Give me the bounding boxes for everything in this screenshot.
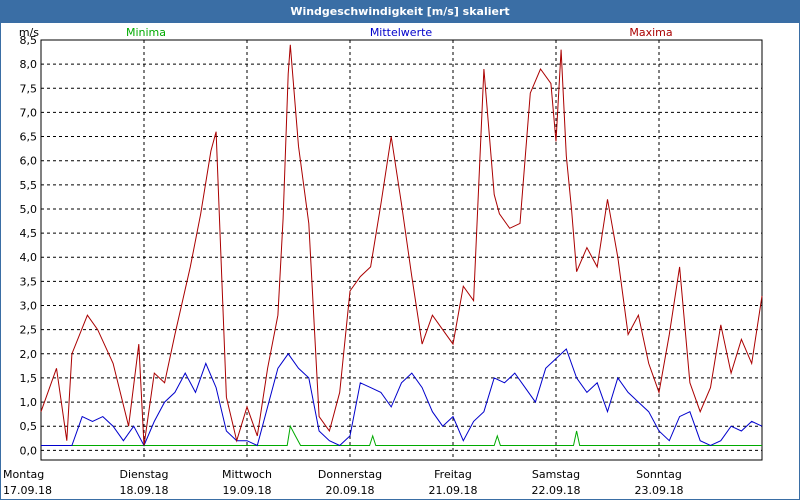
x-tick-day: Sonntag [636, 468, 682, 481]
x-tick-day: Samstag [532, 468, 580, 481]
y-tick-label: 4,0 [20, 251, 38, 264]
y-tick-label: 6,0 [20, 155, 38, 168]
x-tick-date: 23.09.18 [635, 484, 684, 497]
x-tick-date: 22.09.18 [532, 484, 581, 497]
y-tick-label: 5,5 [20, 179, 38, 192]
chart-title: Windgeschwindigkeit [m/s] skaliert [1, 1, 799, 23]
plot-area [40, 39, 763, 461]
y-tick-label: 4,5 [20, 227, 38, 240]
y-tick-label: 0,5 [20, 420, 38, 433]
x-tick-date: 17.09.18 [3, 484, 52, 497]
y-tick-label: 5,0 [20, 203, 38, 216]
x-tick-date: 20.09.18 [326, 484, 375, 497]
x-tick-date: 21.09.18 [429, 484, 478, 497]
x-tick-day: Dienstag [119, 468, 168, 481]
y-tick-label: 2,5 [20, 324, 38, 337]
y-tick-label: 3,5 [20, 275, 38, 288]
legend-maxima: Maxima [629, 26, 672, 39]
y-tick-label: 3,0 [20, 300, 38, 313]
x-tick-date: 18.09.18 [120, 484, 169, 497]
y-tick-label: 8,5 [20, 34, 38, 47]
y-tick-label: 1,0 [20, 396, 38, 409]
y-tick-label: 1,5 [20, 372, 38, 385]
y-tick-label: 7,0 [20, 106, 38, 119]
x-tick-day: Donnerstag [318, 468, 382, 481]
y-tick-label: 8,0 [20, 58, 38, 71]
y-tick-label: 2,0 [20, 348, 38, 361]
series-line-mittelwerte [41, 348, 763, 447]
y-tick-label: 0,0 [20, 444, 38, 457]
series-line-maxima [40, 44, 763, 446]
y-axis-label: m/s [19, 26, 39, 39]
legend-minima: Minima [126, 26, 166, 39]
x-tick-day: Mittwoch [222, 468, 272, 481]
y-tick-label: 7,5 [20, 82, 38, 95]
series-line-minima [41, 424, 762, 446]
x-tick-date: 19.09.18 [223, 484, 272, 497]
legend-mittelwerte: Mittelwerte [370, 26, 433, 39]
x-tick-day: Freitag [434, 468, 472, 481]
x-tick-day: Montag [3, 468, 44, 481]
y-tick-label: 6,5 [20, 131, 38, 144]
